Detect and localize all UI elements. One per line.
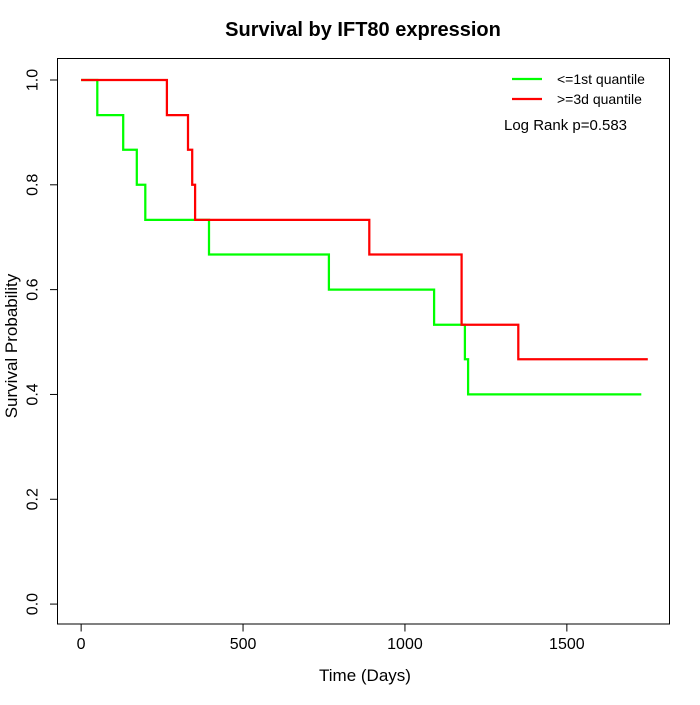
x-axis-label: Time (Days) (319, 666, 411, 685)
legend-label-low-expression: <=1st quantile (557, 71, 645, 87)
logrank-pvalue-annotation: Log Rank p=0.583 (504, 117, 627, 134)
x-tick-label: 1000 (387, 636, 423, 653)
chart-title: Survival by IFT80 expression (225, 19, 501, 41)
y-tick-label: 0.0 (25, 593, 42, 615)
x-tick-label: 500 (230, 636, 257, 653)
y-tick-label: 0.4 (25, 383, 42, 405)
y-tick-label: 0.2 (25, 488, 42, 510)
survival-curve-high-expression (81, 78, 648, 361)
x-tick-label: 1500 (549, 636, 585, 653)
y-tick-label: 0.6 (25, 278, 42, 300)
plot-border (57, 58, 670, 625)
legend-label-high-expression: >=3d quantile (557, 91, 642, 107)
x-tick-label: 0 (77, 636, 86, 653)
curves-group (81, 78, 648, 396)
y-axis: 0.0 0.2 0.4 0.6 0.8 1.0 (25, 69, 58, 615)
y-tick-label: 1.0 (25, 69, 42, 91)
x-axis: 0 500 1000 1500 (77, 624, 585, 653)
y-tick-label: 0.8 (25, 174, 42, 196)
survival-curve-low-expression (81, 78, 642, 396)
legend: <=1st quantile >=3d quantile Log Rank p=… (504, 71, 645, 134)
y-axis-label: Survival Probability (2, 273, 21, 418)
